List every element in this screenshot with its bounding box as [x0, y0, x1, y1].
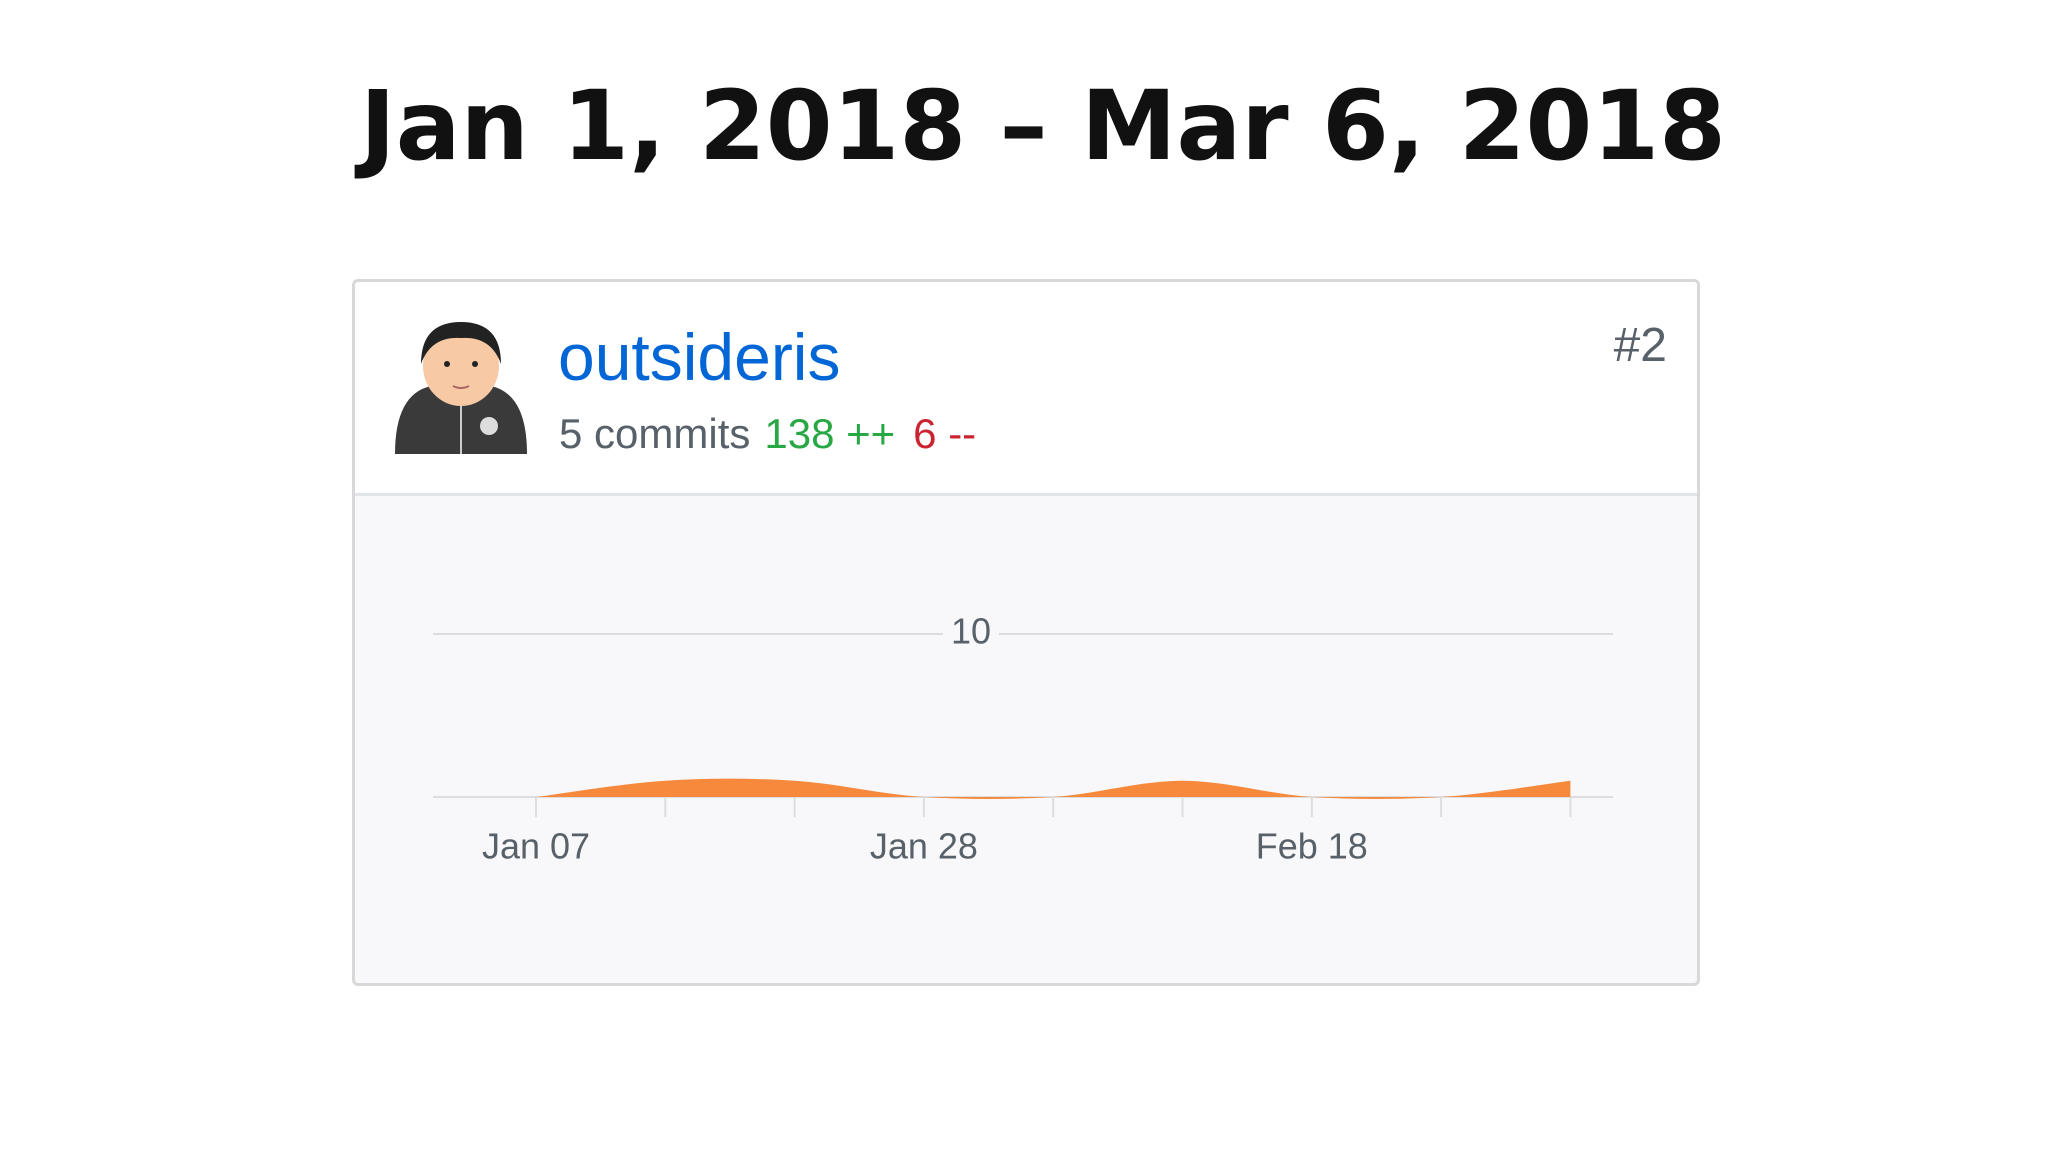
- commit-area: [536, 778, 1571, 800]
- card-header: outsideris 5 commits 138 ++ 6 -- #2: [355, 282, 1697, 496]
- x-tick-label: Feb 18: [1256, 826, 1368, 867]
- username[interactable]: outsideris: [558, 320, 841, 394]
- x-tick-label: Jan 07: [482, 826, 590, 867]
- date-range-title: Jan 1, 2018 – Mar 6, 2018: [360, 70, 1726, 182]
- tick-label-bg: [943, 614, 999, 654]
- contributor-card: outsideris 5 commits 138 ++ 6 -- #2 10 Jan …: [352, 279, 1700, 986]
- chart: 10 Jan 07 Jan 28 Feb 18: [433, 611, 1613, 867]
- stats: 5 commits 138 ++ 6 --: [559, 410, 976, 458]
- additions: 138 ++: [764, 410, 896, 457]
- y-tick-label: 10: [951, 611, 991, 652]
- commit-count[interactable]: 5 commits: [559, 410, 751, 457]
- rank: #2: [1613, 319, 1667, 372]
- deletions: 6 --: [913, 410, 977, 457]
- avatar[interactable]: [391, 314, 531, 464]
- x-tick-label: Jan 28: [870, 826, 978, 867]
